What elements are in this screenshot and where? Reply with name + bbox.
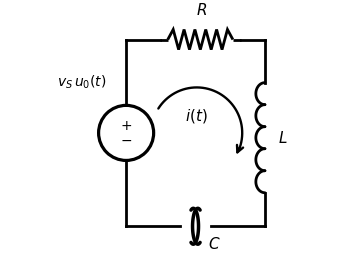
Text: $R$: $R$ [196, 2, 207, 18]
Text: $C$: $C$ [207, 236, 220, 252]
Text: $+$: $+$ [120, 119, 132, 133]
Text: $-$: $-$ [120, 133, 132, 147]
Text: $L$: $L$ [278, 130, 288, 146]
Text: $i(t)$: $i(t)$ [185, 107, 208, 125]
Text: $v_S\,u_0(t)$: $v_S\,u_0(t)$ [57, 74, 106, 91]
